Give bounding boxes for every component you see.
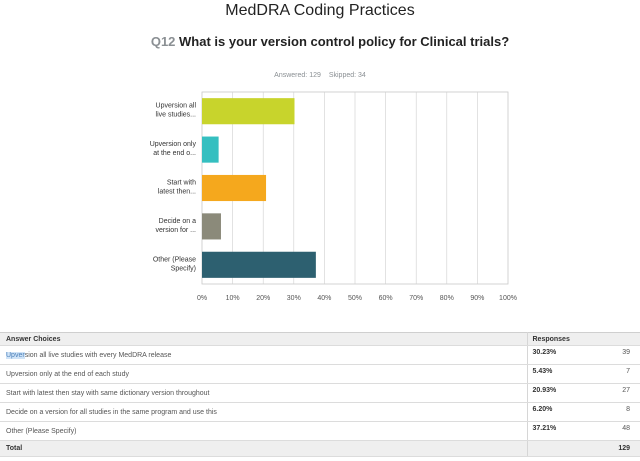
table-row: Start with latest then stay with same di…	[0, 383, 640, 403]
question-number: Q12	[150, 34, 176, 49]
total-count: 129	[602, 440, 640, 457]
answer-choice: Upversion all live studies with every Me…	[0, 345, 528, 365]
response-count: 7	[602, 364, 640, 384]
answer-choice-text: Decide on a version for all studies in t…	[6, 408, 217, 416]
answer-choice: Decide on a version for all studies in t…	[0, 402, 528, 422]
skipped-count: Skipped: 34	[328, 72, 366, 79]
table-row: Other (Please Specify) 37.21% 48	[0, 421, 640, 441]
x-tick-label: 0%	[197, 295, 207, 302]
header-answer-choices: Answer Choices	[0, 332, 528, 346]
table-row: Decide on a version for all studies in t…	[0, 402, 640, 422]
x-tick-label: 30%	[287, 295, 301, 302]
response-percent: 37.21%	[527, 421, 602, 441]
x-tick-label: 70%	[409, 295, 423, 302]
response-percent: 20.93%	[527, 383, 602, 403]
bar-chart: 0% 10% 20% 30% 40% 50% 60% 70% 80% 90% 100% Upversi…	[150, 91, 517, 302]
response-count: 27	[602, 383, 640, 403]
x-tick-label: 40%	[317, 295, 331, 302]
x-tick-label: 100%	[499, 295, 517, 302]
response-count: 48	[602, 421, 640, 441]
answer-choice-text: Start with latest then stay with same di…	[6, 389, 210, 397]
answer-choice: Start with latest then stay with same di…	[0, 383, 528, 403]
response-percent: 5.43%	[527, 364, 602, 384]
category-label: Other (Please	[153, 256, 196, 263]
answer-choice-text: Other (Please Specify)	[6, 427, 77, 435]
response-percent: 6.20%	[527, 402, 602, 422]
table-row: Upversion only at the end of each study …	[0, 364, 640, 384]
answer-choice: Upversion only at the end of each study	[0, 364, 528, 384]
x-tick-label: 50%	[348, 295, 362, 302]
selected-text: Upver	[6, 351, 25, 359]
page-title: MedDRA Coding Practices	[225, 2, 415, 19]
category-label: live studies...	[156, 112, 197, 119]
answered-count: Answered: 129	[274, 72, 321, 79]
x-tick-label: 10%	[226, 295, 240, 302]
category-label: Upversion all	[156, 103, 197, 110]
table-row: Upversion all live studies with every Me…	[0, 345, 640, 365]
category-label: latest then...	[158, 189, 196, 196]
response-count: 8	[602, 402, 640, 422]
answer-choice: Other (Please Specify)	[0, 421, 528, 441]
total-spacer	[527, 440, 602, 457]
answer-choice-text: sion all live studies with every MedDRA …	[24, 351, 172, 359]
x-tick-label: 60%	[379, 295, 393, 302]
table-header-row: Answer Choices Responses	[0, 332, 640, 346]
question-heading: Q12 What is your version control policy …	[120, 34, 540, 50]
question-text: What is your version control policy for …	[179, 34, 510, 49]
x-tick-label: 90%	[470, 295, 484, 302]
total-label: Total	[0, 440, 528, 457]
category-label: Start with	[167, 180, 196, 187]
category-label: Specify)	[171, 265, 196, 272]
answer-table: Answer Choices Responses Upversion all l…	[0, 332, 640, 457]
x-tick-label: 80%	[440, 295, 454, 302]
category-label: Decide on a	[159, 218, 196, 225]
bar	[202, 251, 316, 278]
category-label: Upversion only	[150, 141, 197, 148]
header-responses: Responses	[527, 332, 640, 346]
bar	[202, 174, 267, 202]
response-stats: Answered: 129 Skipped: 34	[0, 72, 640, 79]
bar	[202, 213, 221, 240]
category-label: version for ...	[156, 227, 197, 234]
answer-choice-text: Upversion only at the end of each study	[6, 370, 129, 378]
category-label: at the end o...	[153, 150, 196, 157]
total-row: Total 129	[0, 440, 640, 457]
bar	[202, 136, 219, 163]
response-percent: 30.23%	[527, 345, 602, 365]
response-count: 39	[602, 345, 640, 365]
x-tick-label: 20%	[256, 295, 270, 302]
bar	[202, 98, 295, 125]
